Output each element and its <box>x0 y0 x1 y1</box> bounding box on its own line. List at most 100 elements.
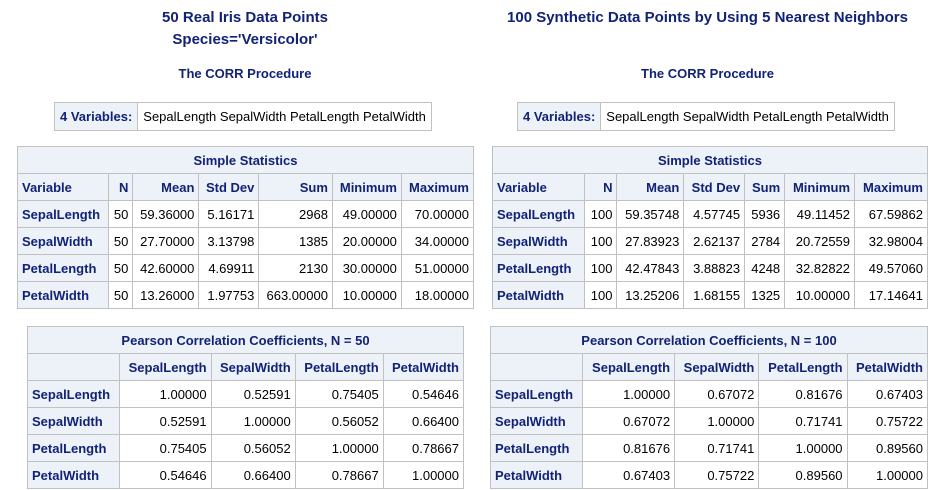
cell: 0.67072 <box>674 380 760 408</box>
cell: 0.56052 <box>210 434 296 462</box>
cell: 0.75722 <box>674 461 760 489</box>
column-header: Maximum <box>400 173 475 201</box>
cell: 0.78667 <box>294 461 384 489</box>
data-row: SepalLength 1.00000 0.67072 0.81676 0.67403 <box>489 380 929 408</box>
cell: 2.62137 <box>683 227 746 255</box>
variables-label: 4 Variables: <box>518 103 602 130</box>
column-header: SepalWidth <box>674 353 760 381</box>
row-header: PetalWidth <box>27 461 120 489</box>
header-row: Variable N Mean Std Dev Sum Minimum Maximum <box>17 173 475 201</box>
data-row: PetalLength 100 42.47843 3.88823 4248 32.8282… <box>491 254 928 282</box>
data-row: SepalWidth 100 27.83923 2.62137 2784 20.72559… <box>491 227 928 255</box>
cell: 2784 <box>744 227 786 255</box>
cell: 100 <box>584 227 618 255</box>
cell: 0.56052 <box>294 407 384 435</box>
cell: 1.00000 <box>846 461 929 489</box>
cell: 13.26000 <box>132 281 200 309</box>
cell: 0.89560 <box>758 461 848 489</box>
cell: 32.82822 <box>784 254 856 282</box>
row-header: PetalLength <box>27 434 120 462</box>
table-caption: Simple Statistics <box>17 146 474 174</box>
cell: 10.00000 <box>784 281 856 309</box>
row-header: SepalWidth <box>489 407 584 435</box>
cell: 1.00000 <box>382 461 465 489</box>
caption-row: Pearson Correlation Coefficients, N = 10… <box>490 326 928 354</box>
cell: 50 <box>107 227 134 255</box>
caption-row: Pearson Correlation Coefficients, N = 50 <box>27 326 464 354</box>
data-row: PetalWidth 0.54646 0.66400 0.78667 1.00000 <box>27 461 465 489</box>
cell: 0.66400 <box>382 407 465 435</box>
header-row: SepalLength SepalWidth PetalLength PetalWid… <box>27 353 465 381</box>
column-header: SepalWidth <box>210 353 296 381</box>
cell: 27.70000 <box>132 227 200 255</box>
cell: 59.36000 <box>132 200 200 228</box>
cell: 0.89560 <box>846 434 929 462</box>
cell: 27.83923 <box>616 227 685 255</box>
cell: 50 <box>107 254 134 282</box>
column-header: Variable <box>491 173 586 201</box>
cell: 51.00000 <box>400 254 475 282</box>
cell: 100 <box>584 254 618 282</box>
column-header: SepalLength <box>582 353 676 381</box>
cell: 0.67072 <box>582 407 676 435</box>
title-block: 100 Synthetic Data Points by Using 5 Nea… <box>465 7 930 29</box>
cell: 5.16171 <box>198 200 260 228</box>
cell: 1.97753 <box>198 281 260 309</box>
title-line: 50 Real Iris Data Points <box>162 9 328 26</box>
cell: 49.00000 <box>331 200 402 228</box>
procedure-title: The CORR Procedure <box>178 66 312 81</box>
cell: 2968 <box>258 200 333 228</box>
row-header: PetalWidth <box>17 281 109 309</box>
row-header: PetalLength <box>491 254 586 282</box>
row-header: PetalWidth <box>491 281 586 309</box>
cell: 4248 <box>744 254 786 282</box>
cell: 67.59862 <box>854 200 928 228</box>
cell: 0.81676 <box>582 434 676 462</box>
cell: 0.67403 <box>582 461 676 489</box>
corner-cell <box>489 353 584 381</box>
cell: 4.57745 <box>683 200 746 228</box>
column-header: Mean <box>132 173 200 201</box>
cell: 59.35748 <box>616 200 685 228</box>
cell: 13.25206 <box>616 281 685 309</box>
variables-box: 4 Variables: SepalLength SepalWidth Petal… <box>517 102 895 131</box>
cell: 0.52591 <box>210 380 296 408</box>
cell: 18.00000 <box>400 281 475 309</box>
column-header: Sum <box>258 173 333 201</box>
cell: 49.11452 <box>784 200 856 228</box>
cell: 100 <box>584 200 618 228</box>
row-header: PetalLength <box>17 254 109 282</box>
header-row: SepalLength SepalWidth PetalLength PetalWid… <box>489 353 929 381</box>
row-header: SepalLength <box>489 380 584 408</box>
cell: 50 <box>107 281 134 309</box>
column-header: PetalWidth <box>846 353 929 381</box>
cell: 1.68155 <box>683 281 746 309</box>
data-row: PetalWidth 50 13.26000 1.97753 663.00000 10.0… <box>17 281 475 309</box>
cell: 0.81676 <box>758 380 848 408</box>
row-header: SepalWidth <box>27 407 120 435</box>
cell: 0.75722 <box>846 407 929 435</box>
cell: 0.75405 <box>118 434 212 462</box>
data-row: PetalWidth 100 13.25206 1.68155 1325 10.00000… <box>491 281 928 309</box>
cell: 1.00000 <box>118 380 212 408</box>
table-caption: Pearson Correlation Coefficients, N = 50 <box>27 326 464 354</box>
column-header: Sum <box>744 173 786 201</box>
cell: 3.88823 <box>683 254 746 282</box>
data-row: SepalLength 50 59.36000 5.16171 2968 49.00000… <box>17 200 475 228</box>
column-header: N <box>107 173 134 201</box>
cell: 1.00000 <box>210 407 296 435</box>
column-header: PetalLength <box>758 353 848 381</box>
row-header: PetalWidth <box>489 461 584 489</box>
cell: 0.66400 <box>210 461 296 489</box>
simple-stats-table: Simple Statistics Variable N Mean Std Dev Sum… <box>491 146 928 309</box>
row-header: SepalWidth <box>491 227 586 255</box>
cell: 42.47843 <box>616 254 685 282</box>
cell: 49.57060 <box>854 254 928 282</box>
column-header: Std Dev <box>198 173 260 201</box>
column-header: Std Dev <box>683 173 746 201</box>
cell: 0.71741 <box>674 434 760 462</box>
corner-cell <box>27 353 120 381</box>
cell: 1.00000 <box>582 380 676 408</box>
cell: 0.75405 <box>294 380 384 408</box>
